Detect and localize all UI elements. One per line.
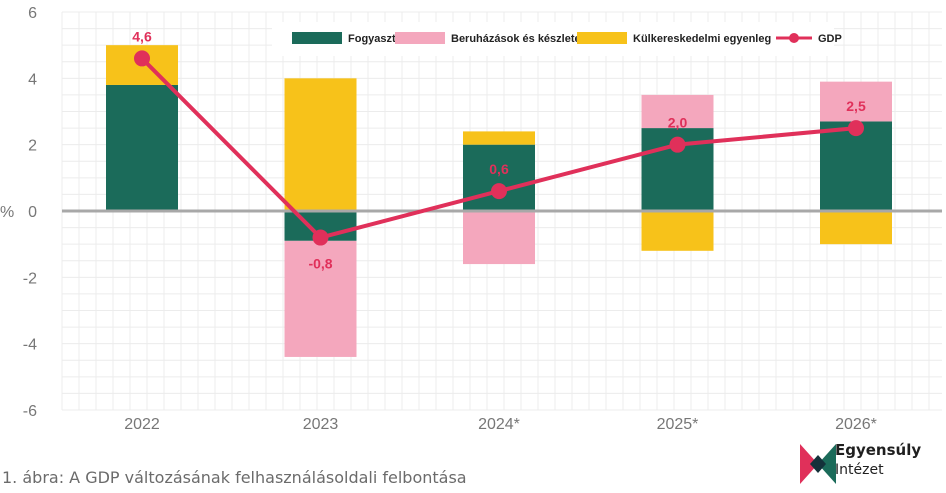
bar-segment <box>463 131 535 145</box>
bar-segment <box>284 78 357 211</box>
gdp-point <box>134 50 150 67</box>
legend-swatch <box>577 32 627 44</box>
gdp-point <box>848 120 864 137</box>
x-tick-label: 2022 <box>124 416 160 433</box>
legend-label: Külkereskedelmi egyenleg <box>633 33 771 45</box>
legend-label: Beruházások és készletek <box>451 33 588 45</box>
logo-icon <box>800 444 836 484</box>
bar-segment <box>106 84 178 211</box>
gdp-data-label: 2,0 <box>668 115 688 131</box>
legend-box <box>272 22 834 56</box>
gdp-data-label: -0,8 <box>308 256 332 272</box>
bar-segment <box>641 211 714 251</box>
legend-label: Fogyasztás <box>348 33 408 45</box>
gdp-point <box>312 229 329 246</box>
gdp-point <box>491 183 507 200</box>
gdp-data-label: 4,6 <box>132 28 152 44</box>
legend-swatch-marker <box>789 33 799 43</box>
logo-subname: Intézet <box>835 462 884 478</box>
y-tick-label: 4 <box>28 71 37 88</box>
gdp-data-label: 2,5 <box>846 98 866 114</box>
y-tick-label: -2 <box>23 270 37 287</box>
x-tick-label: 2024* <box>478 416 520 433</box>
bar-segment <box>820 211 892 245</box>
legend-swatch <box>395 32 445 44</box>
y-tick-label: 6 <box>28 5 37 22</box>
gdp-data-label: 0,6 <box>489 161 509 177</box>
bar-segment <box>641 94 714 129</box>
y-tick-label: -6 <box>23 403 37 420</box>
x-tick-label: 2026* <box>835 416 877 433</box>
legend-label: GDP <box>818 33 842 45</box>
figure-caption: 1. ábra: A GDP változásának felhasználás… <box>2 468 467 487</box>
y-tick-label: -4 <box>23 337 37 354</box>
bar-segment <box>463 211 535 265</box>
bar-segment <box>463 144 535 211</box>
logo-name: Egyensúly <box>835 441 922 459</box>
y-axis-label: % <box>0 204 14 221</box>
legend-swatch <box>292 32 342 44</box>
gdp-point <box>669 136 686 153</box>
x-tick-label: 2025* <box>657 416 699 433</box>
y-tick-label: 2 <box>28 138 37 155</box>
chart: 6 4 2 0 -2 -4 -6% 2022 2023 2024* 2025* 2026* 4,6 -0,… <box>0 5 942 433</box>
y-tick-label: 0 <box>28 204 37 221</box>
bar-segment <box>820 81 892 122</box>
bar-segment <box>284 240 357 357</box>
bar-segment <box>820 121 892 211</box>
x-tick-label: 2023 <box>303 416 339 433</box>
